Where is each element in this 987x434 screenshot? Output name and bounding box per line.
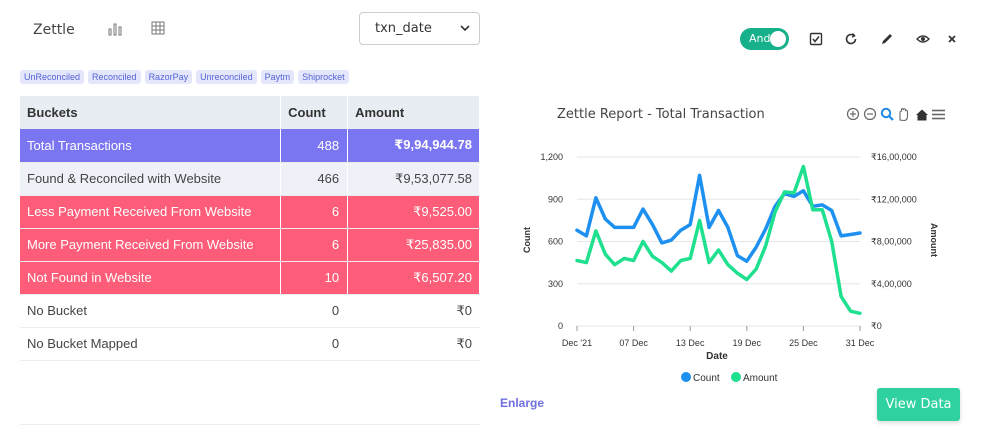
x-tick-label: 31 Dec [846,338,875,348]
bucket-cell: Found & Reconciled with Website [20,162,282,196]
table-footer-divider [20,424,480,434]
x-axis-ticks: Dec '21 07 Dec 13 Dec 19 Dec 25 Dec 31 Dec [562,326,875,348]
chart-legend: Count Amount [681,372,778,384]
chip-paytm[interactable]: Paytm [260,70,295,84]
bucket-cell: Less Payment Received From Website [20,195,282,229]
legend-label-count: Count [693,373,720,384]
count-cell: 6 [280,195,349,229]
right-tick-label: ₹16,00,000 [871,152,917,162]
toggle-knob [770,31,786,47]
count-cell: 0 [280,294,349,328]
right-axis-ticks: ₹0 ₹4,00,000 ₹8,00,000 ₹12,00,000 ₹16,00,000 [871,152,917,331]
pan-hand-icon[interactable] [899,108,909,122]
chevron-down-icon [460,25,470,32]
enlarge-link[interactable]: Enlarge [500,396,545,410]
edit-pencil-icon[interactable] [880,32,894,46]
amount-cell: ₹9,53,077.58 [347,162,480,196]
right-tick-label: ₹4,00,000 [871,279,912,289]
legend-marker-count [681,372,691,382]
x-tick-label: Dec '21 [562,338,592,348]
zoom-in-icon[interactable] [846,107,860,121]
x-tick-label: 07 Dec [619,338,648,348]
eye-icon[interactable] [916,32,930,46]
buckets-table: Buckets Count Amount Total Transactions … [20,96,480,361]
y-axis-label-right: Amount [929,223,939,257]
header-amount: Amount [347,96,480,129]
amount-cell: ₹6,507.20 [347,261,480,295]
table-row[interactable]: No Bucket 0 ₹0 [20,294,480,328]
home-icon[interactable] [916,109,928,121]
zoom-out-icon[interactable] [863,107,877,121]
count-cell: 0 [280,327,349,361]
left-tick-label: 900 [548,194,563,204]
checkbox-icon[interactable] [809,32,823,46]
x-tick-label: 19 Dec [733,338,762,348]
count-cell: 6 [280,228,349,262]
bucket-cell: No Bucket Mapped [20,327,282,361]
chart-series [575,164,862,316]
table-row[interactable]: Not Found in Website 10 ₹6,507.20 [20,261,480,295]
left-tick-label: 300 [548,279,563,289]
header-buckets: Buckets [20,96,282,129]
chip-razorpay[interactable]: RazorPay [144,70,193,84]
table-header-row: Buckets Count Amount [20,96,480,129]
x-tick-label: 25 Dec [789,338,818,348]
date-field-select-value: txn_date [375,21,432,36]
table-row[interactable]: More Payment Received From Website 6 ₹25… [20,228,480,262]
and-toggle[interactable]: And [740,28,789,50]
table-icon[interactable] [150,20,166,36]
top-bar: Zettle txn_date And [0,0,987,60]
chip-unreconciled[interactable]: UnReconciled [20,70,85,84]
filter-chips: UnReconciled Reconciled RazorPay Unrecon… [20,70,349,84]
magnifier-icon[interactable] [880,107,894,121]
chip-unreconciled-2[interactable]: Unreconciled [196,70,257,84]
date-field-select[interactable]: txn_date [359,12,480,45]
right-tick-label: ₹12,00,000 [871,194,917,204]
bucket-cell: More Payment Received From Website [20,228,282,262]
left-tick-label: 0 [558,321,563,331]
bucket-cell: Total Transactions [20,129,282,163]
bar-chart-icon[interactable] [107,20,123,36]
left-tick-label: 600 [548,237,563,247]
count-cell: 466 [280,162,349,196]
chip-shiprocket[interactable]: Shiprocket [298,70,349,84]
legend-marker-amount [731,372,741,382]
view-data-button[interactable]: View Data [877,388,960,421]
chart-grid [577,156,860,327]
amount-cell: ₹9,94,944.78 [347,129,480,163]
x-tick-label: 13 Dec [676,338,705,348]
chart-toolbar [846,107,945,122]
brand-title: Zettle [33,22,75,38]
close-icon[interactable] [945,32,959,46]
legend-label-amount: Amount [743,373,778,384]
series-line-amount [575,164,862,316]
amount-cell: ₹9,525.00 [347,195,480,229]
table-row[interactable]: Less Payment Received From Website 6 ₹9,… [20,195,480,229]
y-axis-label-left: Count [522,227,532,253]
bucket-cell: No Bucket [20,294,282,328]
x-axis-label: Date [706,351,728,362]
bucket-cell: Not Found in Website [20,261,282,295]
table-row[interactable]: Found & Reconciled with Website 466 ₹9,5… [20,162,480,196]
amount-cell: ₹0 [347,294,480,328]
legend-item-amount[interactable]: Amount [731,372,778,384]
line-chart: 0 300 600 900 1,200 ₹0 ₹4,00,000 ₹8,00,000 ₹12,… [522,152,939,384]
toggle-label: And [749,32,771,45]
right-tick-label: ₹8,00,000 [871,237,912,247]
amount-cell: ₹0 [347,327,480,361]
amount-cell: ₹25,835.00 [347,228,480,262]
menu-icon[interactable] [932,109,945,120]
legend-item-count[interactable]: Count [681,372,720,384]
header-count: Count [280,96,349,129]
right-tick-label: ₹0 [871,321,882,331]
table-row[interactable]: Total Transactions 488 ₹9,94,944.78 [20,129,480,163]
count-cell: 10 [280,261,349,295]
refresh-icon[interactable] [844,32,858,46]
chip-reconciled[interactable]: Reconciled [88,70,141,84]
left-axis-ticks: 0 300 600 900 1,200 [540,152,563,331]
chart-title: Zettle Report - Total Transaction [557,107,765,122]
table-row[interactable]: No Bucket Mapped 0 ₹0 [20,327,480,361]
count-cell: 488 [280,129,349,163]
left-tick-label: 1,200 [540,152,563,162]
